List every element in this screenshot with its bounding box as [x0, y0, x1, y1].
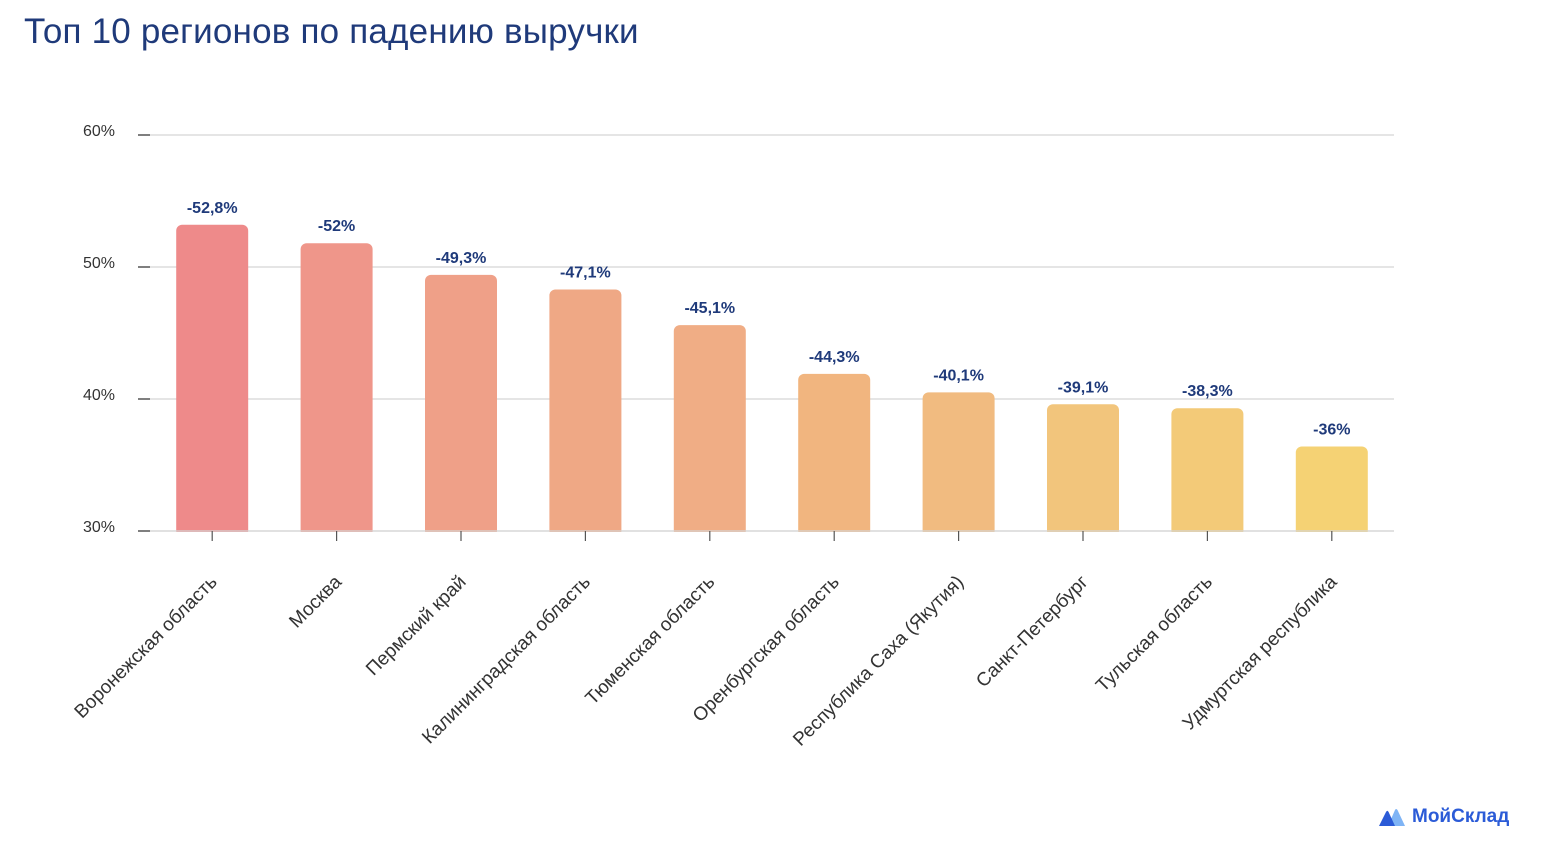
- bar: [176, 224, 249, 537]
- bar: [1295, 446, 1368, 537]
- data-label: -44,3%: [809, 349, 860, 366]
- bar: [425, 274, 497, 537]
- x-axis: Воронежская область Москва Пермский крайКа…: [71, 531, 1342, 750]
- y-axis: 30% 40% 50% 60%: [83, 123, 150, 536]
- brand-name: МойСклад: [1412, 806, 1510, 827]
- y-tick-label: 60%: [83, 123, 115, 140]
- y-tick-label: 50%: [83, 255, 115, 272]
- category-label: Москва: [285, 571, 346, 632]
- data-label: -39,1%: [1058, 379, 1109, 396]
- category-label: Тюменская область: [582, 572, 720, 710]
- data-label: -40,1%: [933, 367, 984, 384]
- bar: [300, 243, 373, 538]
- bar: [1047, 404, 1119, 537]
- chart-title: Топ 10 регионов по падению выручки: [24, 12, 639, 51]
- bar: [1171, 408, 1244, 537]
- data-label: -52,8%: [187, 200, 238, 217]
- data-label: -49,3%: [436, 250, 487, 267]
- brand-logo: МойСклад: [1378, 802, 1509, 832]
- bar: [798, 373, 871, 537]
- bar: [549, 289, 622, 537]
- data-label: -45,1%: [684, 300, 735, 317]
- y-tick-label: 40%: [83, 387, 115, 404]
- mountain-icon: [1379, 809, 1405, 826]
- bar: [673, 325, 746, 537]
- baseline-mask: [148, 532, 1396, 540]
- category-label: Тульская область: [1092, 572, 1217, 697]
- y-tick-label: 30%: [83, 519, 115, 536]
- data-label: -38,3%: [1182, 383, 1233, 400]
- bars: -52,8% -52% -49,3% -47,1% -45,1% -44,3% -40,1%…: [148, 200, 1396, 540]
- category-label: Санкт-Петербург: [972, 572, 1092, 692]
- category-label: Пермский край: [362, 572, 470, 680]
- data-label: -36%: [1313, 422, 1350, 439]
- data-label: -52%: [318, 218, 355, 235]
- bar: [922, 392, 995, 537]
- category-label: Воронежская область: [71, 572, 222, 723]
- data-label: -47,1%: [560, 264, 611, 281]
